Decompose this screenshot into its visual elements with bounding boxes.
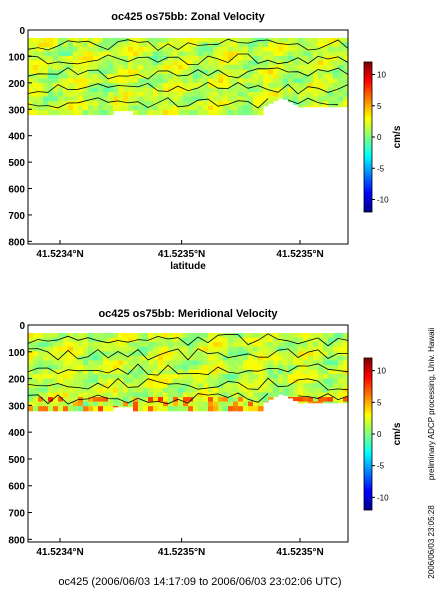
colorbar-tick-label: -10 xyxy=(377,493,389,502)
colorbar-tick-label: -5 xyxy=(377,164,385,173)
colorbar-tick-label: 0 xyxy=(377,430,382,439)
velocity-field xyxy=(28,37,349,116)
y-tick-label: 300 xyxy=(8,105,25,116)
y-tick-label: 400 xyxy=(8,428,25,439)
colorbar-tick-label: 10 xyxy=(377,367,386,376)
colorbar-tick-label: -10 xyxy=(377,196,389,205)
y-tick-label: 800 xyxy=(8,535,25,546)
x-axis-label: latitude xyxy=(170,261,206,272)
plot-frame xyxy=(27,324,349,543)
y-tick-label: 200 xyxy=(8,79,25,90)
y-tick-label: 300 xyxy=(8,401,25,412)
y-tick-label: 200 xyxy=(8,375,25,386)
chart-title: oc425 os75bb: Meridional Velocity xyxy=(98,308,278,320)
y-tick-label: 700 xyxy=(8,509,25,520)
colorbar-label: cm/s xyxy=(392,422,403,445)
x-tick-label: 41.5235°N xyxy=(276,249,323,260)
colorbar-label: cm/s xyxy=(392,125,403,148)
y-tick-label: 100 xyxy=(8,52,25,63)
x-tick-label: 41.5235°N xyxy=(158,547,205,558)
colorbar-tick-label: 10 xyxy=(377,71,386,80)
timestamp-note: 2006/06/03 23:05:28 xyxy=(427,505,436,579)
x-tick-label: 41.5235°N xyxy=(276,547,323,558)
colorbar-tick-label: -5 xyxy=(377,462,385,471)
y-tick-label: 400 xyxy=(8,132,25,143)
y-tick-label: 500 xyxy=(8,158,25,169)
meridional-velocity-panel: oc425 os75bb: Meridional Velocity0100200… xyxy=(8,308,403,558)
colorbar xyxy=(363,357,373,511)
zonal-velocity-panel: oc425 os75bb: Zonal Velocity010020030040… xyxy=(8,11,403,272)
colorbar-tick-label: 5 xyxy=(377,398,382,407)
plot-frame xyxy=(27,29,349,245)
y-tick-label: 700 xyxy=(8,211,25,222)
x-tick-label: 41.5235°N xyxy=(158,249,205,260)
colorbar-tick-label: 0 xyxy=(377,133,382,142)
footer-text: oc425 (2006/06/03 14:17:09 to 2006/06/03… xyxy=(58,576,341,588)
colorbar xyxy=(363,61,373,213)
y-tick-label: 600 xyxy=(8,482,25,493)
chart-title: oc425 os75bb: Zonal Velocity xyxy=(111,11,265,23)
contour-lines xyxy=(27,333,349,405)
processing-note: preliminary ADCP processing, Univ. Hawai… xyxy=(427,328,436,480)
y-tick-label: 500 xyxy=(8,455,25,466)
x-tick-label: 41.5234°N xyxy=(36,249,83,260)
y-tick-label: 0 xyxy=(19,26,25,37)
contour-lines xyxy=(27,38,349,109)
y-tick-label: 100 xyxy=(8,348,25,359)
y-tick-label: 600 xyxy=(8,185,25,196)
x-tick-label: 41.5234°N xyxy=(36,547,83,558)
colorbar-tick-label: 5 xyxy=(377,102,382,111)
y-tick-label: 800 xyxy=(8,237,25,248)
y-tick-label: 0 xyxy=(19,321,25,332)
